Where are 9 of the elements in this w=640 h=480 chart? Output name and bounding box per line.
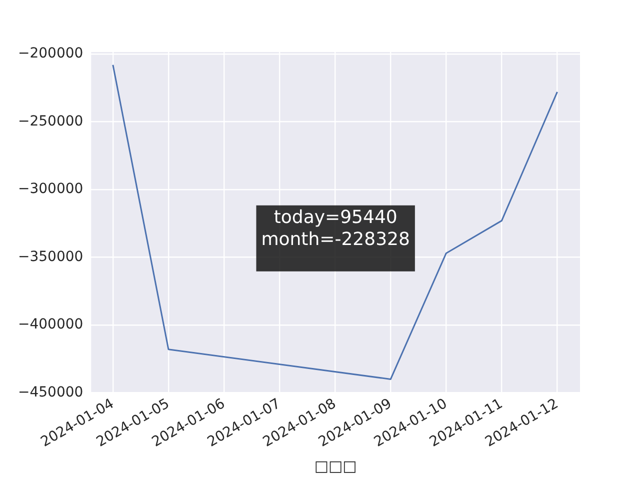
y-tick-label: −300000 [18, 181, 84, 198]
y-tick-label: −450000 [18, 384, 84, 400]
y-tick-label: −400000 [18, 316, 84, 333]
annotation: today=95440 [274, 207, 398, 228]
x-axis-title: □□□ [314, 456, 357, 475]
y-tick-label: −350000 [18, 248, 84, 265]
y-tick-label: −200000 [18, 46, 84, 62]
annotation: month=-228328 [261, 229, 410, 250]
y-tick-label: −250000 [18, 113, 84, 130]
